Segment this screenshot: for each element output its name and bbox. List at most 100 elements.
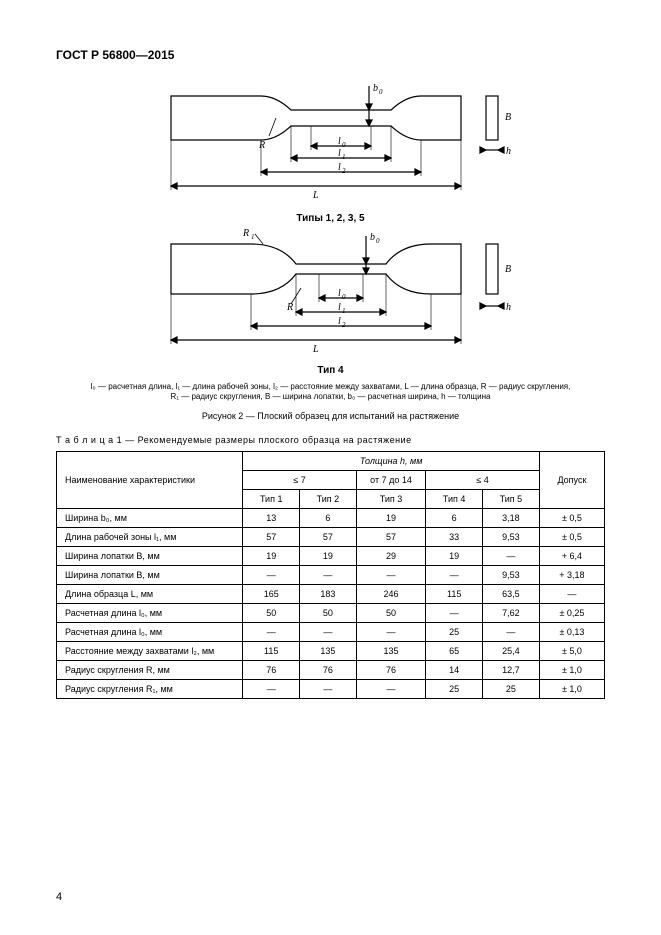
- table-cell: —: [356, 622, 426, 641]
- th-group-2: ≤ 4: [426, 470, 540, 489]
- figure-top: L l2 l1 l0 b0 R h B: [141, 76, 521, 206]
- legend-line2: R₁ — радиус скругления, B — ширина лопат…: [171, 392, 491, 401]
- table-cell: 25,4: [483, 641, 540, 660]
- table-row: Длина рабочей зоны l₁, мм575757339,53± 0…: [57, 527, 605, 546]
- table-cell: 19: [300, 546, 357, 565]
- svg-text:0: 0: [342, 141, 346, 149]
- table-row: Длина образца L, мм16518324611563,5—: [57, 584, 605, 603]
- svg-text:l: l: [338, 162, 341, 173]
- table-cell: —: [356, 565, 426, 584]
- th-param: Наименование характеристики: [57, 451, 243, 508]
- figure-container: L l2 l1 l0 b0 R h B Типы 1, 2, 3, 5: [56, 76, 605, 376]
- table-cell: —: [426, 565, 483, 584]
- table-cell: 76: [243, 660, 300, 679]
- table-row: Ширина лопатки B, мм————9,53+ 3,18: [57, 565, 605, 584]
- th-type-2: Тип 3: [356, 489, 426, 508]
- doc-header: ГОСТ Р 56800—2015: [56, 48, 605, 62]
- th-type-3: Тип 4: [426, 489, 483, 508]
- svg-text:2: 2: [342, 321, 346, 329]
- figure-top-label: Типы 1, 2, 3, 5: [56, 213, 605, 224]
- figure-bottom-label: Тип 4: [56, 365, 605, 376]
- table-cell: 6: [426, 508, 483, 527]
- svg-text:l: l: [338, 316, 341, 327]
- table-cell: 57: [300, 527, 357, 546]
- svg-text:R: R: [286, 302, 293, 313]
- table-cell: 7,62: [483, 603, 540, 622]
- figure-caption: Рисунок 2 — Плоский образец для испытани…: [56, 411, 605, 421]
- table-cell: 50: [243, 603, 300, 622]
- table-cell: 33: [426, 527, 483, 546]
- page-number: 4: [56, 891, 62, 903]
- th-tolerance: Допуск: [539, 451, 604, 508]
- table-cell: 25: [426, 679, 483, 698]
- table-cell: ± 1,0: [539, 679, 604, 698]
- table-row: Ширина лопатки B, мм19192919—+ 6,4: [57, 546, 605, 565]
- table-cell: 76: [300, 660, 357, 679]
- figure-bottom: L l2 l1 l0 b0 R R1 h B: [141, 228, 521, 358]
- table-cell: 165: [243, 584, 300, 603]
- table-row: Радиус скругления R₁, мм———2525± 1,0: [57, 679, 605, 698]
- table-cell: —: [483, 622, 540, 641]
- table-cell: —: [243, 622, 300, 641]
- svg-text:L: L: [312, 344, 319, 355]
- table-cell: ± 1,0: [539, 660, 604, 679]
- th-type-1: Тип 2: [300, 489, 357, 508]
- table-cell: 50: [356, 603, 426, 622]
- table-cell: —: [300, 565, 357, 584]
- table-cell: 63,5: [483, 584, 540, 603]
- table-cell: + 3,18: [539, 565, 604, 584]
- svg-text:0: 0: [376, 237, 380, 245]
- data-table: Наименование характеристики Толщина h, м…: [56, 451, 605, 699]
- table-cell: ± 0,5: [539, 527, 604, 546]
- svg-text:h: h: [506, 146, 511, 157]
- table-cell: 65: [426, 641, 483, 660]
- svg-text:0: 0: [379, 88, 383, 96]
- table-row: Ширина b₀, мм1361963,18± 0,5: [57, 508, 605, 527]
- row-label: Длина рабочей зоны l₁, мм: [57, 527, 243, 546]
- svg-text:2: 2: [342, 167, 346, 175]
- svg-text:1: 1: [251, 233, 255, 241]
- svg-text:R: R: [258, 140, 265, 151]
- table-cell: 14: [426, 660, 483, 679]
- table-cell: ± 0,5: [539, 508, 604, 527]
- table-cell: 19: [426, 546, 483, 565]
- svg-text:B: B: [505, 264, 511, 275]
- table-row: Расчетная длина l₀, мм505050—7,62± 0,25: [57, 603, 605, 622]
- table-cell: 3,18: [483, 508, 540, 527]
- row-label: Расчетная длина l₀, мм: [57, 603, 243, 622]
- th-group-1: от 7 до 14: [356, 470, 426, 489]
- table-cell: ± 5,0: [539, 641, 604, 660]
- table-cell: 9,53: [483, 527, 540, 546]
- svg-text:L: L: [312, 190, 319, 201]
- th-thickness: Толщина h, мм: [243, 451, 539, 470]
- svg-text:b: b: [370, 232, 375, 243]
- svg-text:h: h: [506, 302, 511, 313]
- th-type-0: Тип 1: [243, 489, 300, 508]
- table-cell: 57: [243, 527, 300, 546]
- table-cell: + 6,4: [539, 546, 604, 565]
- table-cell: —: [243, 565, 300, 584]
- table-row: Расстояние между захватами l₂, мм1151351…: [57, 641, 605, 660]
- table-row: Радиус скругления R, мм7676761412,7± 1,0: [57, 660, 605, 679]
- table-cell: 50: [300, 603, 357, 622]
- table-cell: 6: [300, 508, 357, 527]
- table-cell: 25: [426, 622, 483, 641]
- row-label: Ширина лопатки B, мм: [57, 565, 243, 584]
- table-cell: 9,53: [483, 565, 540, 584]
- table-caption-prefix: Т а б л и ц а 1: [56, 435, 122, 445]
- table-body: Ширина b₀, мм1361963,18± 0,5Длина рабоче…: [57, 508, 605, 698]
- table-cell: 76: [356, 660, 426, 679]
- table-cell: 12,7: [483, 660, 540, 679]
- table-cell: 115: [426, 584, 483, 603]
- svg-text:l: l: [338, 302, 341, 313]
- row-label: Радиус скругления R₁, мм: [57, 679, 243, 698]
- svg-text:b: b: [373, 83, 378, 94]
- svg-text:l: l: [338, 148, 341, 159]
- svg-text:B: B: [505, 112, 511, 123]
- table-cell: 135: [300, 641, 357, 660]
- table-cell: —: [300, 679, 357, 698]
- th-type-4: Тип 5: [483, 489, 540, 508]
- table-cell: 135: [356, 641, 426, 660]
- svg-text:l: l: [338, 136, 341, 147]
- figure-legend: l₀ — расчетная длина, l₁ — длина рабочей…: [56, 382, 605, 403]
